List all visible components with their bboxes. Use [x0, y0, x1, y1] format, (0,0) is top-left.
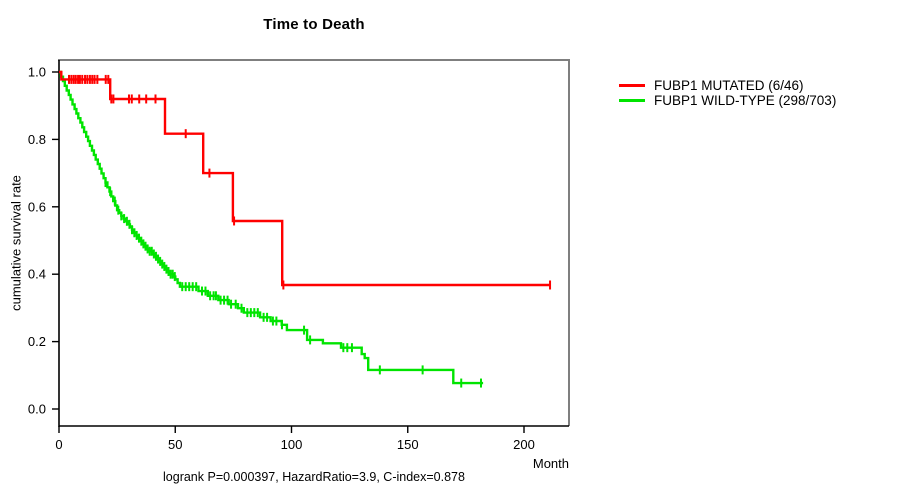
legend-swatch-wildtype: [619, 99, 645, 102]
svg-text:0.0: 0.0: [28, 402, 46, 417]
survival-curve-mutated: [59, 70, 550, 287]
legend-swatch-mutated: [619, 84, 645, 87]
svg-text:200: 200: [513, 437, 535, 452]
legend-item-wildtype: FUBP1 WILD-TYPE (298/703): [619, 93, 836, 108]
legend-label-mutated: FUBP1 MUTATED (6/46): [654, 78, 804, 93]
survival-curve-wildtype: [59, 70, 484, 385]
svg-text:1.0: 1.0: [28, 65, 46, 80]
svg-text:0: 0: [55, 437, 62, 452]
legend-label-wildtype: FUBP1 WILD-TYPE (298/703): [654, 93, 837, 108]
svg-text:100: 100: [281, 437, 303, 452]
svg-text:0.8: 0.8: [28, 132, 46, 147]
legend-item-mutated: FUBP1 MUTATED (6/46): [619, 78, 836, 93]
svg-text:0.2: 0.2: [28, 334, 46, 349]
svg-text:0.6: 0.6: [28, 199, 46, 214]
chart-title: Time to Death: [263, 16, 365, 33]
x-axis-label: Month: [532, 456, 569, 471]
svg-text:150: 150: [397, 437, 419, 452]
svg-text:50: 50: [168, 437, 182, 452]
svg-text:0.4: 0.4: [28, 267, 46, 282]
footer-stats: logrank P=0.000397, HazardRatio=3.9, C-i…: [163, 470, 465, 484]
legend: FUBP1 MUTATED (6/46) FUBP1 WILD-TYPE (29…: [619, 78, 836, 108]
